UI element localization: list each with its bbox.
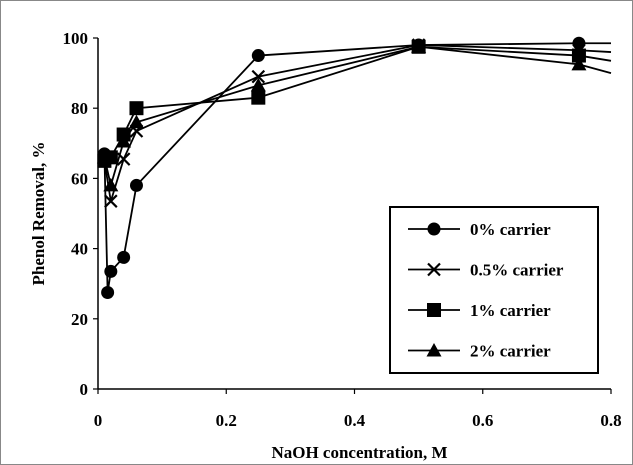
legend-label: 0.5% carrier: [470, 261, 564, 280]
x-tick-label: 0.2: [216, 411, 237, 430]
data-point: [251, 49, 265, 63]
series-triangle: [96, 39, 612, 192]
data-point: [129, 101, 144, 116]
data-point: [104, 194, 118, 208]
legend-marker: [427, 303, 441, 317]
data-point: [96, 149, 112, 164]
x-marker-stroke: [104, 194, 118, 208]
series-layer: [96, 36, 612, 299]
data-point: [128, 114, 144, 129]
legend-marker: [426, 343, 442, 357]
y-tick-label: 80: [71, 99, 88, 118]
legend-label: 1% carrier: [470, 301, 551, 320]
x-tick-label: 0.6: [472, 411, 493, 430]
data-point: [572, 36, 586, 50]
data-point: [101, 285, 115, 299]
x-tick-label: 0.8: [600, 411, 621, 430]
legend: 0% carrier 0.5% carrier 1% carrier 2% carri…: [389, 206, 599, 374]
legend-label: 0% carrier: [470, 220, 551, 239]
legend-marker: [427, 222, 441, 236]
x-tick-label: 0: [94, 411, 103, 430]
data-point: [103, 177, 119, 192]
x-marker-stroke: [251, 69, 266, 84]
data-point: [129, 178, 143, 192]
x-marker-stroke: [427, 262, 441, 277]
data-point: [104, 264, 118, 278]
y-tick-label: 0: [80, 380, 89, 399]
data-point: [116, 134, 132, 148]
y-tick-label: 40: [71, 240, 88, 259]
data-point: [571, 48, 586, 63]
y-tick-label: 20: [71, 310, 88, 329]
data-point: [117, 250, 131, 264]
x-marker-stroke: [116, 152, 131, 166]
legend-marker: [427, 262, 441, 277]
y-tick-label: 100: [63, 29, 89, 48]
y-axis-title: Phenol Removal, %: [29, 141, 48, 285]
data-point: [571, 56, 587, 71]
x-axis-title: NaOH concentration, M: [271, 443, 447, 462]
legend-label: 2% carrier: [470, 342, 551, 361]
legend-box: [389, 206, 599, 374]
axes: 0 20 40 60 80 100 0 0.2 0.4 0.6 0.8: [63, 29, 622, 430]
data-point: [250, 77, 266, 92]
data-point: [251, 69, 266, 84]
y-tick-label: 60: [71, 169, 88, 188]
data-point: [251, 90, 266, 105]
data-point: [411, 39, 427, 53]
x-tick-label: 0.4: [344, 411, 366, 430]
series-line: [103, 45, 612, 189]
